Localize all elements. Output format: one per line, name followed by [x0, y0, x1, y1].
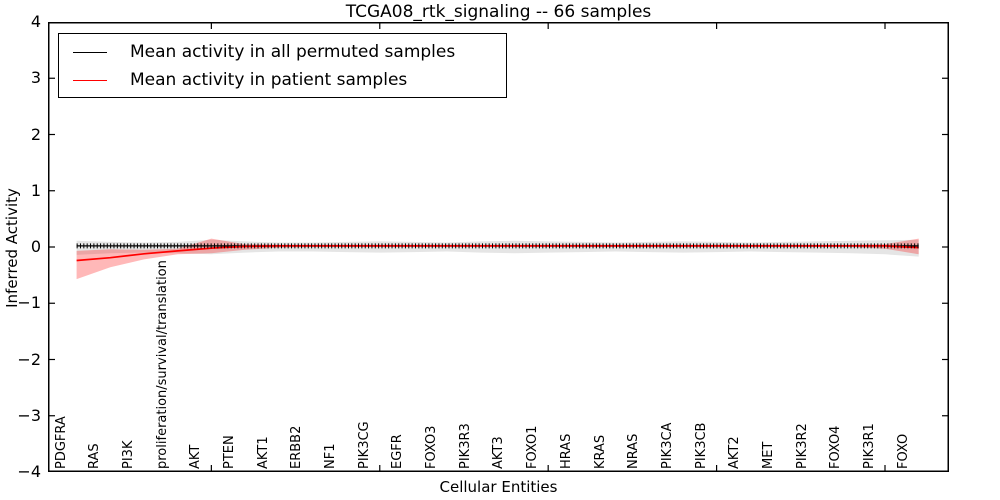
- y-tick-label: −3: [17, 405, 41, 425]
- patient-mean-line: [76, 245, 919, 262]
- patient-line-sample-icon: [73, 79, 107, 81]
- plot-frame: [48, 22, 949, 472]
- y-tick-label: 3: [30, 68, 41, 88]
- legend-label-patient: Mean activity in patient samples: [130, 70, 408, 90]
- legend-label-permuted: Mean activity in all permuted samples: [130, 42, 456, 62]
- legend: Mean activity in all permuted samples Me…: [58, 33, 507, 98]
- legend-item-patient: Mean activity in patient samples: [59, 66, 506, 94]
- y-tick-label: −2: [17, 349, 41, 369]
- permuted-line-sample-icon: [73, 51, 107, 53]
- legend-item-permuted: Mean activity in all permuted samples: [59, 38, 506, 66]
- plot-area: [48, 22, 949, 472]
- y-axis-title-text: Inferred Activity: [3, 188, 21, 308]
- y-tick-label: 4: [30, 12, 41, 31]
- y-tick-label: −4: [17, 462, 41, 481]
- y-axis-tick-labels: 4 3 2 1 0 −1 −2 −3 −4: [0, 12, 45, 481]
- chart-title: TCGA08_rtk_signaling -- 66 samples: [345, 2, 652, 22]
- y-tick-label: 1: [30, 180, 41, 200]
- x-axis-title: Cellular Entities: [439, 478, 558, 496]
- y-tick-label: −1: [17, 293, 41, 313]
- y-tick-label: 0: [30, 237, 41, 256]
- permuted-confidence-band: [76, 239, 919, 257]
- y-tick-label: 2: [30, 124, 41, 144]
